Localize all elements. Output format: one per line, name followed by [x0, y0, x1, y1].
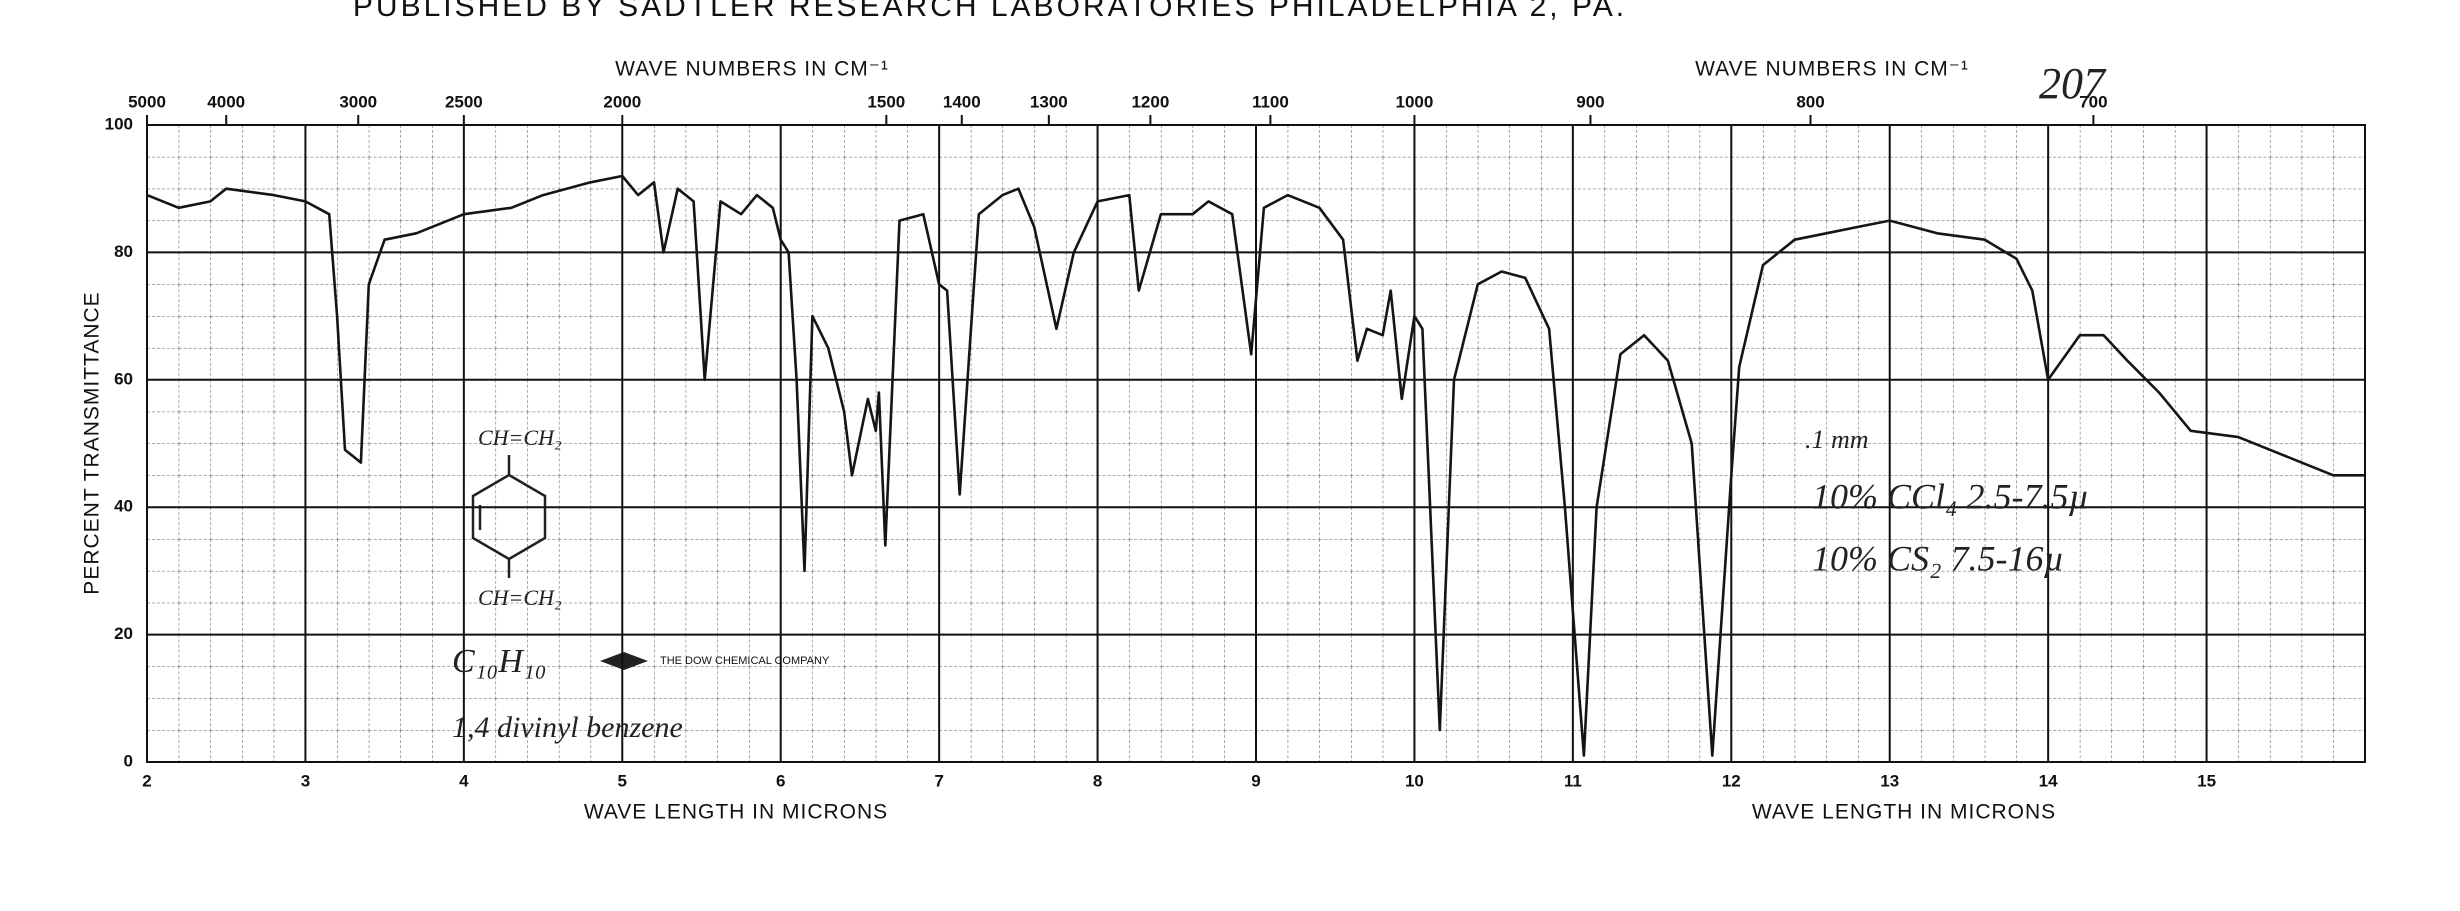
annotation: CH=CH₂	[478, 585, 562, 610]
x2-tick-label: 2000	[603, 92, 641, 111]
x2-tick-label: 4000	[207, 92, 245, 111]
x-tick-label: 5	[618, 771, 627, 790]
x2-tick-label: 2500	[445, 92, 483, 111]
x-tick-label: 2	[142, 771, 151, 790]
x2-tick-label: 1400	[943, 92, 981, 111]
x2-tick-label: 1200	[1131, 92, 1169, 111]
page-number: 207	[2039, 59, 2107, 108]
x-tick-label: 9	[1251, 771, 1260, 790]
x-tick-label: 10	[1405, 771, 1424, 790]
annotation: 1,4 divinyl benzene	[452, 711, 683, 744]
x-tick-label: 15	[2197, 771, 2216, 790]
x2-tick-label: 700	[2079, 92, 2107, 111]
x2-tick-label: 5000	[128, 92, 166, 111]
x2-tick-label: 900	[1576, 92, 1604, 111]
x-tick-label: 14	[2039, 771, 2058, 790]
x-tick-label: 6	[776, 771, 785, 790]
spectrum-line	[146, 174, 2365, 757]
x-tick-label: 8	[1093, 771, 1102, 790]
x-axis-title: WAVE LENGTH IN MICRONS	[1752, 801, 2056, 824]
x-tick-label: 7	[934, 771, 943, 790]
chart-title: PUBLISHED BY SADTLER RESEARCH LABORATORI…	[353, 0, 1627, 23]
y-tick-label: 0	[124, 751, 133, 770]
x-tick-label: 13	[1880, 771, 1899, 790]
dow-logo	[600, 652, 648, 670]
x2-axis-title: WAVE NUMBERS IN CM⁻¹	[615, 58, 889, 81]
annotation: CH=CH₂	[478, 425, 562, 450]
y-tick-label: 40	[114, 497, 133, 516]
x2-tick-label: 1100	[1252, 92, 1289, 111]
annotation: .1 mm	[1805, 425, 1869, 454]
y-tick-label: 20	[114, 624, 133, 643]
x2-tick-label: 800	[1796, 92, 1824, 111]
y-axis-title: PERCENT TRANSMITTANCE	[81, 291, 104, 594]
x-tick-label: 12	[1722, 771, 1741, 790]
y-tick-label: 60	[114, 369, 133, 388]
structure-sketch	[471, 455, 547, 578]
x2-tick-label: 3000	[339, 92, 377, 111]
x2-tick-label: 1000	[1396, 92, 1434, 111]
annotation: THE DOW CHEMICAL COMPANY	[660, 655, 830, 667]
x2-tick-label: 1300	[1030, 92, 1068, 111]
annotation: 10% CCl₄ 2.5-7.5µ	[1812, 476, 2089, 516]
x2-tick-label: 1500	[867, 92, 905, 111]
x-axis-title: WAVE LENGTH IN MICRONS	[584, 801, 888, 824]
x2-axis-title: WAVE NUMBERS IN CM⁻¹	[1695, 58, 1969, 81]
x-tick-label: 4	[459, 771, 469, 790]
annotation: C₁₀H₁₀	[452, 643, 547, 680]
y-tick-label: 100	[105, 114, 133, 133]
x-tick-label: 3	[301, 771, 310, 790]
y-tick-label: 80	[114, 242, 133, 261]
annotation: 10% CS₂ 7.5-16µ	[1812, 538, 2064, 578]
x-tick-label: 11	[1564, 771, 1582, 790]
